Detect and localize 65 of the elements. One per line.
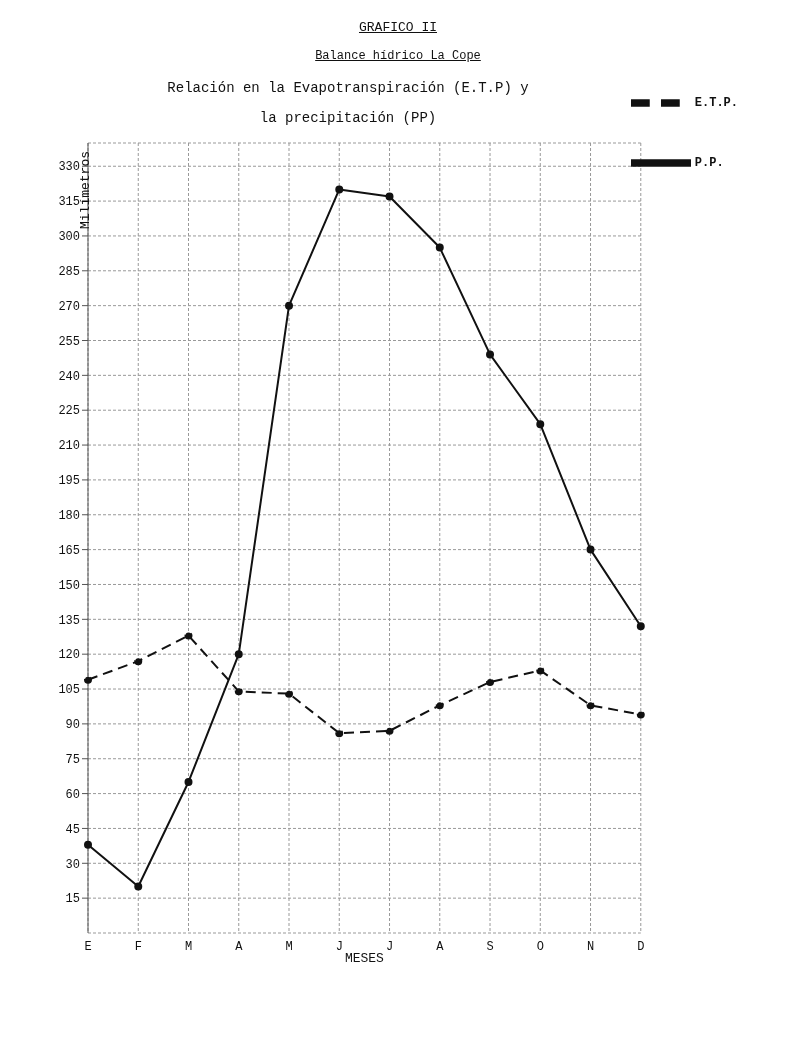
legend-label: P.P. [694, 156, 724, 171]
y-tick-label: 90 [65, 718, 80, 733]
x-axis-title: MESES [344, 951, 385, 967]
point [285, 689, 294, 698]
point [486, 678, 495, 687]
y-axis-title: Milímetros [78, 151, 94, 230]
chart-title: GRAFICO II [358, 20, 438, 35]
text: Relación en la Evapotranspiración (E.T.P) y la precipitación (PP) [166, 79, 530, 128]
point [586, 701, 595, 710]
point [435, 243, 444, 252]
point [486, 350, 495, 359]
point [234, 687, 243, 696]
y-tick-label: 330 [58, 160, 80, 175]
point [184, 777, 193, 786]
y-tick-label: 195 [58, 474, 80, 489]
y-tick-label: 255 [58, 334, 80, 349]
point [636, 710, 645, 719]
y-tick-label: 135 [58, 613, 80, 628]
chart-subtitle: Balance hídrico La Cope [314, 49, 482, 63]
x-tick-label: O [536, 939, 544, 954]
point [636, 622, 645, 631]
x-tick-label: E [84, 939, 92, 954]
point [84, 675, 92, 684]
x-tick-label: S [486, 939, 494, 954]
y-tick-label: 120 [58, 648, 80, 663]
y-tick-label: 150 [58, 578, 80, 593]
point [285, 301, 294, 310]
point [84, 840, 92, 849]
point [184, 631, 193, 640]
x-tick-label: A [436, 939, 445, 954]
y-tick-label: 270 [58, 299, 80, 314]
y-tick-label: 75 [65, 753, 80, 767]
x-tick-label: M [184, 939, 193, 954]
legend-label: E.T.P. [694, 96, 738, 111]
y-tick-label: 165 [58, 543, 80, 558]
y-tick-label: 105 [58, 683, 80, 698]
point [385, 192, 394, 201]
x-tick-label: F [134, 939, 142, 954]
x-tick-label: M [285, 939, 293, 954]
y-tick-label: 225 [58, 404, 80, 419]
y-tick-label: 315 [58, 195, 80, 210]
y-tick-label: 180 [58, 509, 80, 524]
y-tick-label: 30 [65, 857, 80, 872]
y-tick-label: 285 [58, 265, 80, 280]
x-tick-label: A [235, 939, 244, 954]
point [134, 657, 143, 666]
point [335, 729, 344, 738]
x-tick-label: J [385, 939, 394, 954]
point [335, 185, 344, 194]
point [536, 420, 545, 429]
x-tick-label: N [586, 939, 595, 954]
y-tick-label: 45 [65, 822, 80, 837]
point [234, 650, 243, 659]
y-tick-label: 210 [58, 439, 80, 454]
point [536, 666, 545, 675]
x-tick-label: D [637, 939, 645, 954]
y-tick-label: 60 [65, 787, 80, 802]
y-tick-label: 300 [58, 230, 80, 245]
y-tick-label: 15 [65, 892, 80, 907]
y-tick-label: 240 [58, 369, 80, 384]
point [385, 726, 394, 735]
point [435, 701, 444, 710]
point [134, 882, 143, 891]
x-tick-label: J [335, 939, 343, 954]
point [586, 545, 595, 554]
